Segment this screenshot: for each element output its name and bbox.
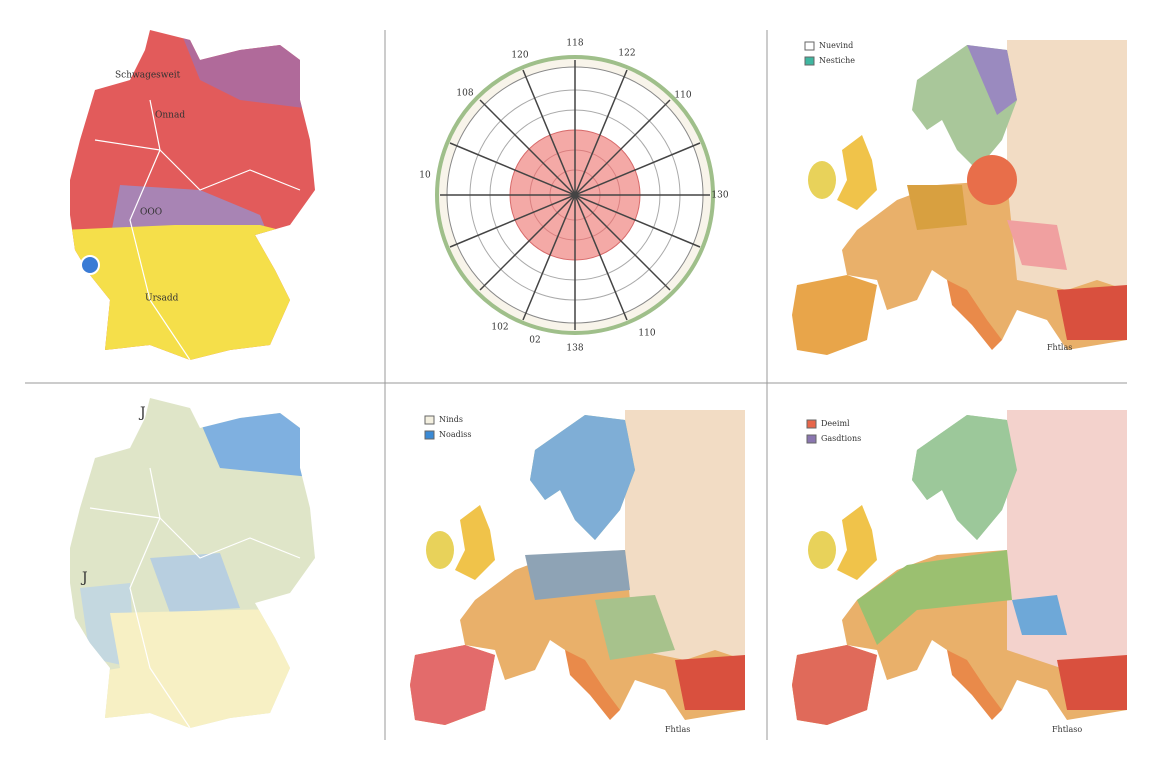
legend-label: Nuevind xyxy=(819,41,853,50)
region-label: Ursadd xyxy=(145,294,179,304)
legend-label: Gasdtions xyxy=(821,434,861,443)
europe-map: Deeiml Gasdtions Fhtlaso xyxy=(792,410,1127,734)
map-title: Schwagesweit xyxy=(115,71,181,81)
map-footer: Fhtlaso xyxy=(1052,725,1082,734)
ring-label: 130 xyxy=(711,191,728,201)
ring-label: 110 xyxy=(674,91,691,101)
legend-label: Deeiml xyxy=(821,419,850,428)
dividers xyxy=(25,30,1127,740)
map-footer: Fhtlas xyxy=(1047,343,1072,352)
region-label: J xyxy=(80,570,88,586)
region-label: J xyxy=(138,405,146,421)
ring-label: 108 xyxy=(456,89,473,99)
ring-label: 102 xyxy=(491,323,508,333)
legend-label: Noadiss xyxy=(439,430,471,439)
ring-label: 138 xyxy=(566,344,583,354)
map-footer: Fhtlas xyxy=(665,725,690,734)
region-label: OOO xyxy=(140,208,162,218)
ring-label: 118 xyxy=(566,39,583,49)
legend-label: Ninds xyxy=(439,415,463,424)
ring-label: 122 xyxy=(618,49,635,59)
ring-label: 120 xyxy=(511,51,528,61)
ring-label: 02 xyxy=(529,336,540,346)
legend-label: Nestiche xyxy=(819,56,855,65)
polar-diagram: 118 120 122 108 110 10 130 102 138 02 11… xyxy=(419,39,729,354)
europe-map: Ninds Noadiss Fhtlas xyxy=(410,410,745,734)
ring-label: 110 xyxy=(638,329,655,339)
region-label: Onnad xyxy=(155,111,185,121)
europe-map: Nuevind Nestiche Fhtlas xyxy=(792,40,1127,355)
ring-label: 10 xyxy=(419,171,431,181)
